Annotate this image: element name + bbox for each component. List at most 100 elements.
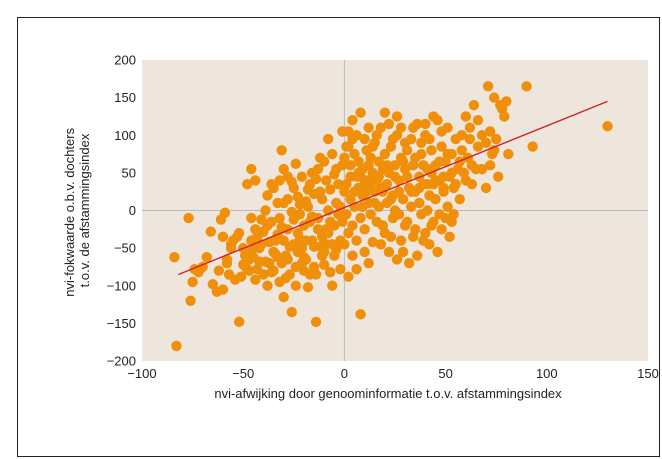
data-point (288, 214, 299, 225)
data-point (274, 175, 285, 186)
data-point (225, 239, 237, 250)
x-tick-label: 100 (536, 366, 558, 381)
data-point (484, 126, 496, 137)
data-point (412, 250, 423, 261)
data-point (426, 145, 437, 156)
data-point (217, 284, 229, 295)
data-point (341, 209, 352, 220)
data-point (325, 267, 336, 278)
data-point (393, 209, 405, 220)
data-point (466, 178, 478, 190)
data-point (393, 186, 405, 197)
data-point (432, 246, 443, 258)
chart-frame: −100 −50 0 50 100 150 −200 −150 −100 −50 0 50 100 15… (17, 17, 660, 457)
data-point (428, 111, 439, 122)
y-tick-label: 200 (114, 53, 136, 68)
data-point (233, 316, 245, 328)
data-point (472, 115, 484, 126)
data-point (397, 156, 409, 167)
data-point (347, 250, 358, 261)
data-point (268, 265, 279, 276)
data-point (201, 251, 212, 263)
data-point (280, 273, 291, 284)
data-point (288, 182, 299, 194)
data-point (316, 250, 328, 261)
data-point (304, 269, 316, 280)
data-point (442, 201, 453, 212)
data-point (312, 163, 324, 175)
data-point (323, 227, 334, 239)
y-tick-label: −100 (107, 278, 136, 293)
data-point (434, 156, 445, 167)
data-point (219, 207, 231, 218)
data-point (266, 178, 277, 190)
data-point (395, 235, 407, 246)
data-point (323, 133, 334, 145)
data-point (278, 163, 289, 175)
data-point (420, 118, 431, 130)
scatter-chart: −100 −50 0 50 100 150 −200 −150 −100 −50 0 50 100 15… (62, 53, 659, 402)
data-point (377, 220, 389, 231)
data-point (327, 280, 338, 291)
data-point (460, 111, 472, 122)
data-point (359, 246, 370, 258)
y-tick-label: 0 (129, 203, 136, 218)
data-point (329, 250, 340, 261)
data-point (450, 178, 461, 190)
data-point (355, 309, 366, 320)
data-point (185, 295, 196, 306)
data-point (480, 137, 492, 148)
data-point (418, 160, 429, 171)
data-point (312, 224, 324, 235)
data-point (418, 235, 429, 246)
data-point (399, 137, 411, 148)
data-point (397, 246, 409, 258)
x-tick-label: 0 (341, 366, 348, 381)
data-point (343, 271, 354, 282)
data-point (365, 178, 376, 190)
data-point (304, 178, 316, 190)
data-point (436, 141, 447, 152)
data-point (345, 171, 356, 182)
data-point (320, 175, 332, 186)
data-point (503, 148, 514, 160)
data-point (282, 254, 293, 265)
data-point (416, 137, 427, 148)
data-point (274, 212, 285, 224)
data-point (365, 209, 376, 220)
data-point (262, 190, 273, 201)
data-point (355, 212, 366, 224)
data-point (369, 197, 380, 209)
data-point (343, 141, 354, 152)
data-point (333, 178, 344, 190)
data-point (367, 141, 378, 152)
y-axis-ticks: −200 −150 −100 −50 0 50 100 150 200 (107, 53, 136, 369)
data-point (250, 175, 261, 186)
data-point (351, 130, 362, 141)
data-point (410, 152, 421, 164)
data-point (290, 280, 302, 291)
data-point (395, 122, 407, 133)
data-point (464, 133, 476, 145)
data-point (401, 171, 413, 182)
trend-line (178, 100, 608, 276)
data-point (266, 216, 277, 227)
data-point (424, 133, 435, 145)
data-points (169, 81, 613, 352)
data-point (371, 130, 382, 141)
data-point (405, 186, 417, 197)
data-point (351, 235, 362, 246)
y-tick-label: 50 (122, 165, 136, 180)
data-point (335, 201, 346, 212)
data-point (290, 158, 302, 170)
data-point (446, 167, 457, 179)
data-point (501, 96, 512, 107)
data-point (252, 263, 263, 275)
data-point (272, 251, 283, 263)
data-point (300, 196, 312, 207)
data-point (405, 201, 417, 212)
data-point (349, 186, 360, 197)
y-tick-label: −200 (107, 354, 136, 369)
data-point (260, 205, 271, 216)
y-tick-label: −50 (114, 241, 136, 256)
